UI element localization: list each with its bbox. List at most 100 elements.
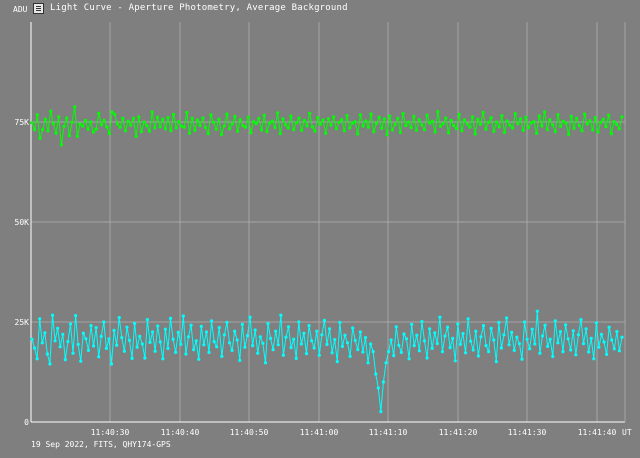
data-point: [417, 349, 421, 353]
data-point: [233, 114, 237, 118]
data-point: [393, 122, 397, 126]
data-point: [471, 348, 475, 352]
data-point: [110, 110, 114, 114]
data-point: [556, 113, 560, 117]
data-point: [581, 342, 586, 346]
data-point: [479, 335, 483, 339]
data-point: [417, 118, 421, 122]
data-point: [70, 120, 74, 124]
data-point: [518, 117, 523, 121]
data-point: [404, 124, 408, 128]
data-point: [253, 328, 257, 332]
data-point: [281, 117, 285, 121]
data-point: [448, 346, 452, 350]
data-point: [540, 334, 545, 338]
data-point: [504, 316, 509, 320]
data-point: [171, 112, 176, 116]
data-point: [240, 322, 244, 326]
data-point: [572, 126, 576, 130]
data-point: [241, 124, 245, 128]
data-point: [33, 128, 37, 132]
data-point: [345, 114, 349, 118]
data-point: [122, 349, 126, 353]
data-point: [294, 356, 298, 360]
data-point: [564, 121, 568, 125]
data-point: [620, 335, 624, 339]
data-point: [58, 345, 62, 349]
data-point: [476, 354, 480, 358]
data-point: [398, 130, 403, 134]
data-point: [268, 121, 272, 125]
data-point: [444, 116, 448, 120]
data-point: [299, 342, 303, 346]
data-point: [558, 330, 563, 334]
x-axis-label: UT: [622, 428, 632, 437]
y-axis-label: ADU: [13, 5, 28, 14]
app-icon[interactable]: [33, 2, 44, 14]
data-point: [67, 134, 71, 138]
data-point: [304, 352, 309, 356]
data-point: [325, 342, 329, 346]
x-tick-label: 11:40:40: [161, 428, 200, 437]
data-point: [443, 334, 447, 338]
data-point: [91, 130, 95, 134]
data-point: [334, 127, 338, 131]
data-point: [66, 340, 70, 344]
data-point: [281, 353, 285, 357]
data-point: [225, 112, 229, 116]
data-point: [99, 123, 104, 127]
data-point: [410, 322, 414, 326]
data-point: [258, 335, 262, 339]
data-point: [30, 121, 34, 125]
data-point: [415, 333, 419, 337]
y-tick-label: 0: [24, 418, 29, 427]
data-point: [474, 329, 478, 333]
data-point: [307, 324, 311, 328]
data-point: [524, 115, 528, 119]
data-point: [35, 113, 39, 117]
data-point: [356, 132, 360, 136]
data-point: [143, 356, 147, 360]
data-point: [499, 346, 504, 350]
data-point: [91, 344, 96, 348]
data-point: [81, 331, 85, 335]
data-point: [209, 319, 214, 323]
data-point: [620, 115, 624, 119]
data-point: [115, 343, 119, 347]
data-point: [602, 340, 606, 344]
data-point: [161, 117, 165, 121]
data-point: [257, 116, 261, 120]
data-point: [407, 357, 411, 361]
data-point: [265, 130, 269, 134]
data-point: [361, 350, 365, 354]
data-point: [402, 332, 406, 336]
data-point: [121, 116, 125, 120]
data-point: [481, 324, 486, 328]
data-point: [500, 114, 504, 118]
data-point: [508, 123, 512, 127]
data-point: [566, 337, 570, 341]
data-point: [125, 325, 129, 329]
data-point: [425, 356, 429, 360]
data-point: [612, 120, 616, 124]
x-tick-label: 11:41:00: [300, 428, 339, 437]
data-point: [366, 125, 370, 129]
data-point: [345, 341, 350, 345]
data-point: [321, 118, 325, 122]
y-tick-label: 50K: [15, 218, 30, 227]
data-point: [528, 347, 532, 351]
data-point: [510, 330, 514, 334]
data-point: [158, 340, 162, 344]
data-point: [158, 125, 162, 129]
data-point: [412, 114, 416, 118]
data-point: [204, 330, 209, 334]
data-point: [599, 120, 603, 124]
data-point: [81, 124, 85, 128]
data-point: [516, 122, 520, 126]
data-point: [382, 117, 386, 121]
data-point: [171, 337, 175, 341]
title-bar: Light Curve - Aperture Photometry, Avera…: [0, 0, 640, 16]
data-point: [404, 337, 409, 341]
data-point: [68, 322, 73, 326]
data-point: [54, 131, 58, 135]
